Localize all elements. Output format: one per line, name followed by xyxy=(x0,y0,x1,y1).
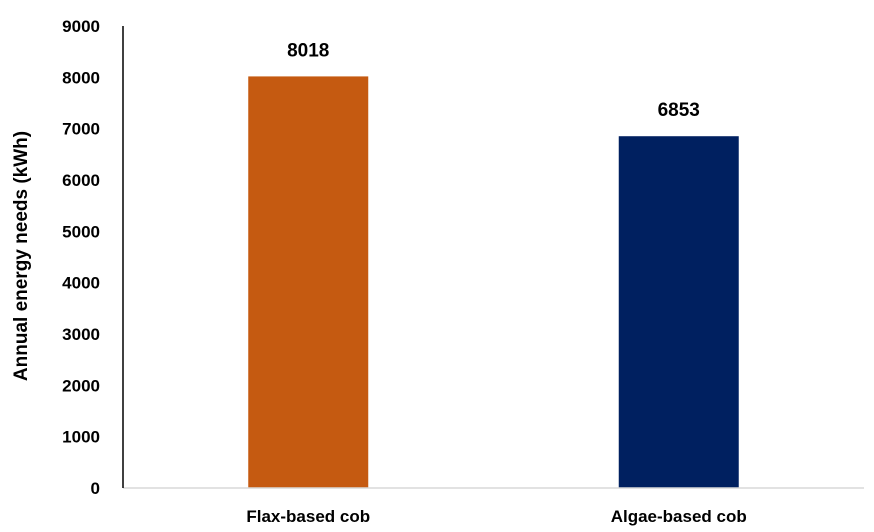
bars xyxy=(248,76,739,489)
y-tick-label: 5000 xyxy=(62,222,100,241)
y-tick-labels: 0 1000 2000 3000 4000 5000 6000 7000 8000 9000 xyxy=(62,17,100,498)
y-tick-label: 9000 xyxy=(62,17,100,36)
category-labels: Flax-based cob Algae-based cob xyxy=(246,507,746,526)
bar-1 xyxy=(248,76,369,488)
y-tick-label: 1000 xyxy=(62,428,100,447)
category-label: Flax-based cob xyxy=(246,507,370,526)
category-label: Algae-based cob xyxy=(611,507,747,526)
y-tick-label: 8000 xyxy=(62,68,100,87)
y-tick-label: 3000 xyxy=(62,325,100,344)
bar-2 xyxy=(618,136,739,489)
y-axis-label: Annual energy needs (kWh) xyxy=(11,131,32,381)
y-tick-label: 0 xyxy=(91,479,100,498)
data-label: 6853 xyxy=(658,100,700,121)
y-tick-label: 7000 xyxy=(62,120,100,139)
data-labels: 8018 6853 xyxy=(287,40,700,121)
y-tick-label: 4000 xyxy=(62,274,100,293)
y-tick-label: 2000 xyxy=(62,376,100,395)
y-tick-label: 6000 xyxy=(62,171,100,190)
data-label: 8018 xyxy=(287,40,329,61)
